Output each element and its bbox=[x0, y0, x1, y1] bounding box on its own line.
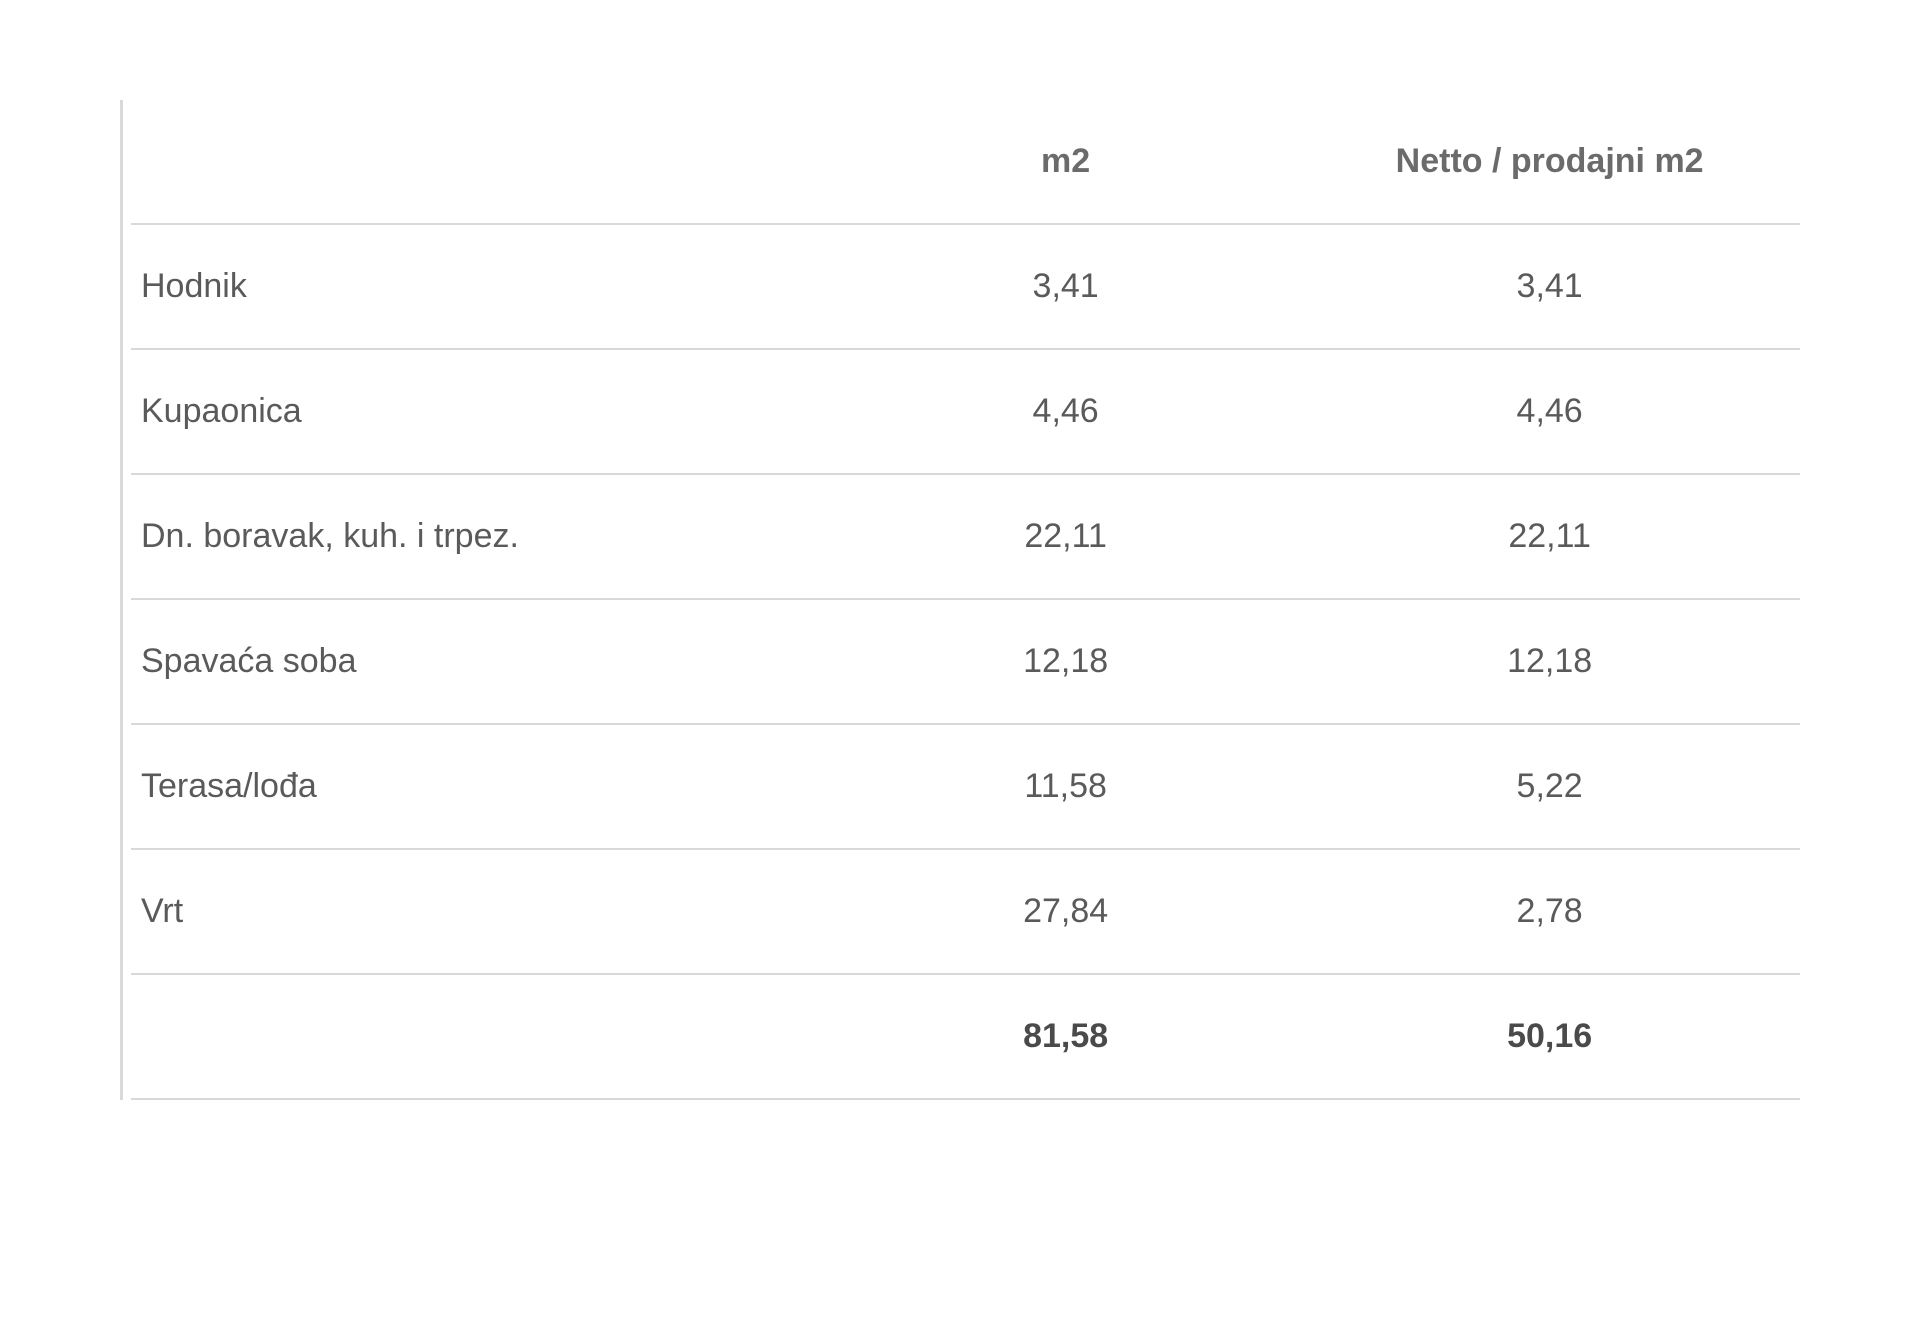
cell-label: Kupaonica bbox=[131, 349, 832, 474]
table-body: Hodnik 3,41 3,41 Kupaonica 4,46 4,46 Dn.… bbox=[131, 224, 1800, 1099]
cell-netto: 4,46 bbox=[1299, 349, 1800, 474]
cell-label: Dn. boravak, kuh. i trpez. bbox=[131, 474, 832, 599]
area-table: m2 Netto / prodajni m2 Hodnik 3,41 3,41 … bbox=[131, 100, 1800, 1100]
cell-netto: 22,11 bbox=[1299, 474, 1800, 599]
cell-netto: 5,22 bbox=[1299, 724, 1800, 849]
cell-netto: 3,41 bbox=[1299, 224, 1800, 349]
cell-label: Terasa/lođa bbox=[131, 724, 832, 849]
header-netto: Netto / prodajni m2 bbox=[1299, 100, 1800, 224]
table-row: Spavaća soba 12,18 12,18 bbox=[131, 599, 1800, 724]
header-label bbox=[131, 100, 832, 224]
totals-m2: 81,58 bbox=[832, 974, 1299, 1099]
cell-m2: 11,58 bbox=[832, 724, 1299, 849]
table-row: Vrt 27,84 2,78 bbox=[131, 849, 1800, 974]
table-row: Terasa/lođa 11,58 5,22 bbox=[131, 724, 1800, 849]
cell-label: Vrt bbox=[131, 849, 832, 974]
cell-label: Spavaća soba bbox=[131, 599, 832, 724]
cell-m2: 22,11 bbox=[832, 474, 1299, 599]
table-row: Dn. boravak, kuh. i trpez. 22,11 22,11 bbox=[131, 474, 1800, 599]
totals-label bbox=[131, 974, 832, 1099]
cell-m2: 3,41 bbox=[832, 224, 1299, 349]
totals-netto: 50,16 bbox=[1299, 974, 1800, 1099]
cell-m2: 12,18 bbox=[832, 599, 1299, 724]
cell-netto: 12,18 bbox=[1299, 599, 1800, 724]
area-table-container: m2 Netto / prodajni m2 Hodnik 3,41 3,41 … bbox=[120, 100, 1800, 1100]
table-row: Kupaonica 4,46 4,46 bbox=[131, 349, 1800, 474]
cell-label: Hodnik bbox=[131, 224, 832, 349]
header-m2: m2 bbox=[832, 100, 1299, 224]
cell-m2: 27,84 bbox=[832, 849, 1299, 974]
table-row: Hodnik 3,41 3,41 bbox=[131, 224, 1800, 349]
table-header-row: m2 Netto / prodajni m2 bbox=[131, 100, 1800, 224]
table-totals-row: 81,58 50,16 bbox=[131, 974, 1800, 1099]
cell-netto: 2,78 bbox=[1299, 849, 1800, 974]
cell-m2: 4,46 bbox=[832, 349, 1299, 474]
